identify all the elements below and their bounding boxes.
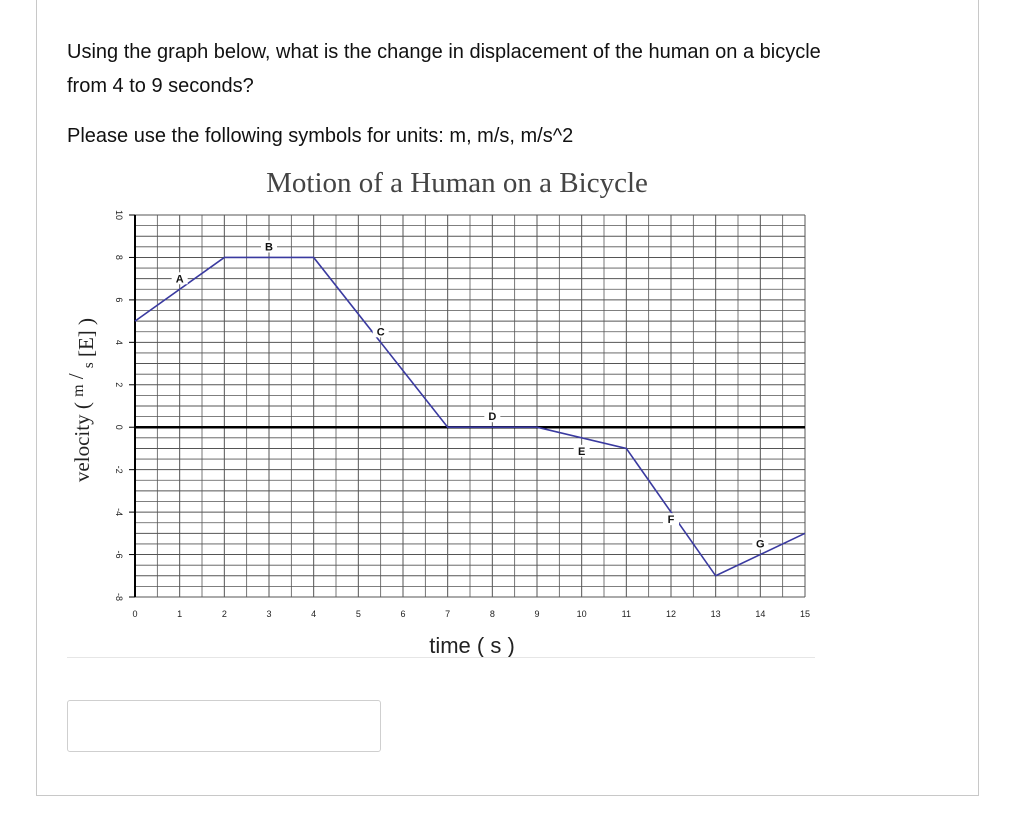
x-tick-label: 7 bbox=[445, 609, 450, 619]
segment-label-bg bbox=[171, 272, 188, 285]
y-tick-label: -8 bbox=[114, 593, 124, 601]
velocity-series bbox=[134, 256, 806, 577]
segment-label-a: A bbox=[176, 273, 184, 285]
segment-label-g: G bbox=[756, 539, 765, 551]
segment-label-f: F bbox=[668, 514, 675, 526]
x-tick-label: 1 bbox=[177, 609, 182, 619]
chart-grid bbox=[134, 214, 806, 598]
y-tick-label: 2 bbox=[114, 382, 124, 387]
x-tick-label: 11 bbox=[622, 609, 631, 619]
segment-label-bg bbox=[372, 325, 389, 338]
y-tick-label: 4 bbox=[114, 340, 124, 345]
x-tick-label: 0 bbox=[132, 609, 137, 619]
velocity-time-chart: Motion of a Human on a Bicycle velocity … bbox=[64, 167, 810, 658]
y-axis-direction: [E] bbox=[74, 330, 98, 357]
x-axis-ticks: 0 1 2 3 4 5 6 7 8 9 10 11 12 13 14 15 bbox=[132, 609, 810, 619]
segment-labels: A B C D E F G bbox=[171, 240, 769, 551]
y-axis-unit-denominator: s bbox=[81, 362, 97, 368]
answer-input[interactable] bbox=[67, 700, 381, 752]
segment-label-bg bbox=[752, 537, 769, 550]
x-tick-label: 3 bbox=[266, 609, 271, 619]
segment-label-d: D bbox=[488, 411, 496, 423]
segment-label-e: E bbox=[578, 446, 585, 458]
svg-text:velocity ( m: velocity ( m / s [E] ) bbox=[64, 318, 98, 482]
x-tick-label: 14 bbox=[755, 609, 765, 619]
y-tick-label: 10 bbox=[114, 210, 124, 220]
x-axis-label-text: time bbox=[429, 633, 471, 658]
x-tick-label: 13 bbox=[711, 609, 721, 619]
segment-label-bg bbox=[663, 513, 679, 526]
x-axis-unit: s bbox=[490, 633, 501, 658]
segment-label-bg bbox=[573, 444, 590, 457]
y-tick-label: 8 bbox=[114, 255, 124, 260]
y-axis-ticks: 10 8 6 4 2 0 -2 -4 -6 -8 bbox=[114, 210, 135, 601]
x-tick-label: 15 bbox=[800, 609, 810, 619]
x-tick-label: 9 bbox=[534, 609, 539, 619]
x-tick-label: 5 bbox=[356, 609, 361, 619]
y-tick-label: 6 bbox=[114, 297, 124, 302]
x-axis-label: time ( s ) bbox=[429, 633, 515, 658]
y-tick-label: -6 bbox=[114, 551, 124, 559]
question-text-line-2: from 4 to 9 seconds? bbox=[67, 75, 254, 97]
y-tick-label: -2 bbox=[114, 466, 124, 474]
question-text-line-1: Using the graph below, what is the chang… bbox=[67, 41, 821, 63]
x-tick-label: 2 bbox=[222, 609, 227, 619]
y-axis-unit-numerator: m bbox=[70, 384, 87, 397]
x-tick-label: 12 bbox=[666, 609, 676, 619]
segment-label-b: B bbox=[265, 241, 273, 253]
segment-label-bg bbox=[261, 240, 277, 253]
units-instruction: Please use the following symbols for uni… bbox=[67, 125, 574, 147]
y-tick-label: 0 bbox=[114, 425, 124, 430]
x-tick-label: 4 bbox=[311, 609, 316, 619]
segment-label-c: C bbox=[377, 326, 385, 338]
question-card: Using the graph below, what is the chang… bbox=[36, 0, 979, 796]
velocity-line bbox=[134, 256, 806, 577]
x-tick-label: 8 bbox=[490, 609, 495, 619]
x-tick-label: 10 bbox=[577, 609, 587, 619]
y-axis-label: velocity ( m / s [E] ) bbox=[64, 318, 98, 482]
x-tick-label: 6 bbox=[400, 609, 405, 619]
segment-label-bg bbox=[484, 410, 501, 423]
y-axis-label-text: velocity bbox=[70, 414, 94, 482]
divider bbox=[67, 657, 815, 658]
y-tick-label: -4 bbox=[114, 508, 124, 516]
chart-title: Motion of a Human on a Bicycle bbox=[266, 167, 648, 199]
